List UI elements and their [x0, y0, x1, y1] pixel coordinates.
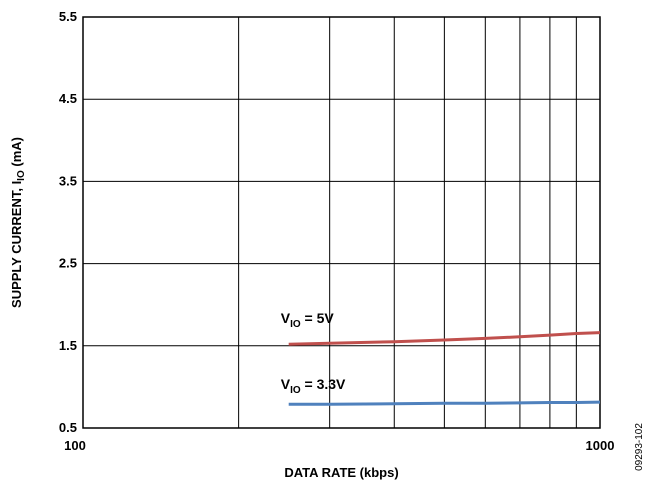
- series-label-value: = 3.3V: [301, 376, 346, 392]
- y-axis-label-unit: (mA): [9, 137, 24, 170]
- y-tick-labels: 0.5 1.5 2.5 3.5 4.5 5.5: [59, 9, 77, 435]
- series-label-main: V: [281, 310, 291, 326]
- x-tick-labels: 100 1000: [64, 438, 614, 453]
- grid-lines: [83, 17, 600, 428]
- y-tick-label: 0.5: [59, 420, 77, 435]
- plot-frame: [82, 16, 601, 429]
- series-label-subscript: IO: [290, 319, 301, 330]
- figure-id: 09293-102: [634, 423, 645, 471]
- series-label-main: V: [281, 376, 291, 392]
- series-label-value: = 5V: [301, 310, 335, 326]
- y-tick-label: 1.5: [59, 338, 77, 353]
- y-axis-label: SUPPLY CURRENT, IIO (mA): [9, 137, 27, 308]
- x-axis-label: DATA RATE (kbps): [284, 465, 398, 480]
- x-tick-label: 100: [64, 438, 86, 453]
- series-label-subscript: IO: [290, 385, 301, 396]
- series-label-1: VIO = 3.3V: [281, 376, 346, 396]
- y-tick-label: 5.5: [59, 9, 77, 24]
- series-label-0: VIO = 5V: [281, 310, 335, 330]
- y-tick-label: 4.5: [59, 91, 77, 106]
- y-axis-label-main: SUPPLY CURRENT, I: [9, 181, 24, 308]
- y-axis-label-subscript: IO: [16, 170, 27, 181]
- y-tick-label: 3.5: [59, 173, 77, 188]
- series-line-1: [288, 400, 601, 406]
- y-tick-label: 2.5: [59, 256, 77, 271]
- x-tick-label: 1000: [586, 438, 615, 453]
- series-line-0: [288, 331, 601, 346]
- series-group: [288, 331, 601, 406]
